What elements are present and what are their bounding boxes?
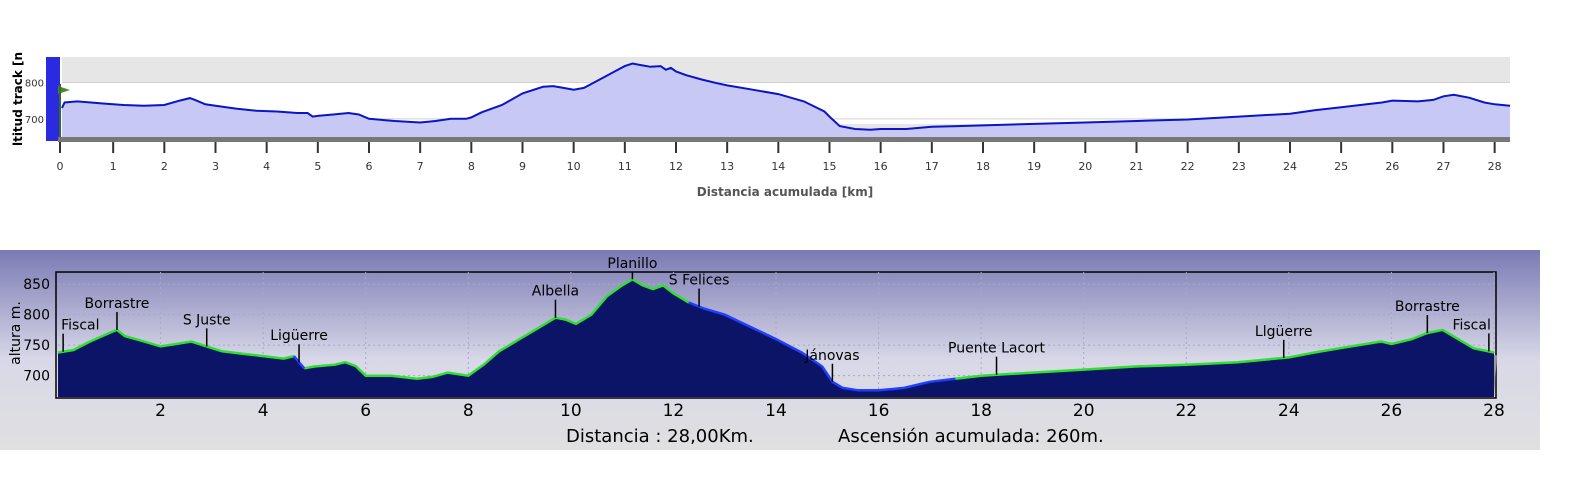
top-x-tick-label: 23	[1232, 160, 1246, 173]
top-y-axis-label: ltitud track [n	[11, 52, 25, 146]
top-x-tick-label: 24	[1283, 160, 1297, 173]
top-x-tick-label: 25	[1334, 160, 1348, 173]
top-x-tick-label: 4	[263, 160, 270, 173]
top-x-tick-label: 1	[110, 160, 117, 173]
place-label: Jánovas	[804, 348, 859, 364]
top-x-tick-label: 27	[1436, 160, 1450, 173]
top-x-tick-label: 5	[314, 160, 321, 173]
bottom-x-tick-label: 14	[765, 401, 787, 421]
bottom-y-tick-label: 850	[23, 277, 50, 293]
place-label: Planillo	[607, 256, 657, 272]
place-label: Borrastre	[85, 296, 150, 312]
place-label: Fiscal	[61, 318, 99, 334]
top-x-tick-label: 26	[1385, 160, 1399, 173]
footer-distance: Distancia : 28,00Km.	[566, 426, 754, 447]
top-x-tick-label: 13	[720, 160, 734, 173]
bottom-x-tick-label: 26	[1381, 401, 1403, 421]
place-label: Borrastre	[1395, 299, 1460, 315]
place-label: Llgüerre	[1255, 324, 1313, 340]
bottom-x-tick-label: 8	[463, 401, 474, 421]
top-elevation-area	[62, 63, 1510, 137]
bottom-place-labels: Fiscal Borrastre S Juste Ligüerre Albella Pla…	[61, 256, 1491, 382]
top-x-tick-label: 22	[1181, 160, 1195, 173]
top-x-tick-label: 9	[519, 160, 526, 173]
top-y-ticks: 700 800	[25, 78, 44, 125]
bottom-x-tick-label: 6	[360, 401, 371, 421]
top-x-tick-label: 2	[161, 160, 168, 173]
bottom-y-tick-label: 700	[23, 369, 50, 385]
top-x-tick-label: 18	[976, 160, 990, 173]
bottom-y-tick-label: 750	[23, 338, 50, 354]
bottom-profile-chart: Fiscal Borrastre S Juste Ligüerre Albella Pla…	[0, 250, 1540, 450]
top-x-tick-label: 19	[1027, 160, 1041, 173]
top-band-upper	[62, 57, 1510, 83]
bottom-x-tick-label: 10	[560, 401, 582, 421]
footer-ascent: Ascensión acumulada: 260m.	[838, 426, 1104, 447]
top-x-tick-label: 0	[57, 160, 64, 173]
bottom-x-tick-label: 18	[970, 401, 992, 421]
top-x-tick-label: 20	[1078, 160, 1092, 173]
top-x-tick-label: 16	[874, 160, 888, 173]
top-y-tick-label: 700	[25, 115, 44, 126]
bottom-y-axis-label: altura m.	[8, 301, 24, 365]
top-x-tick-label: 28	[1488, 160, 1502, 173]
bottom-x-tick-label: 2	[155, 401, 166, 421]
bottom-x-ticks: 2 4 6 8 10 12 14 16 18 20 22 24 26 28	[155, 401, 1505, 421]
place-label: S Felices	[669, 273, 730, 289]
top-x-tick-label: 17	[925, 160, 939, 173]
place-label: Ligüerre	[270, 328, 328, 344]
top-x-tick-label: 11	[618, 160, 632, 173]
place-label: S Juste	[183, 312, 231, 328]
bottom-x-tick-label: 12	[663, 401, 685, 421]
top-x-tick-label: 14	[771, 160, 785, 173]
top-x-tick-label: 10	[567, 160, 581, 173]
top-x-tick-label: 12	[669, 160, 683, 173]
bottom-x-tick-label: 24	[1278, 401, 1300, 421]
top-x-tick-label: 3	[212, 160, 219, 173]
top-x-tick-label: 21	[1129, 160, 1143, 173]
bottom-x-tick-label: 4	[258, 401, 269, 421]
bottom-x-tick-label: 20	[1073, 401, 1095, 421]
top-x-tick-label: 15	[822, 160, 836, 173]
top-x-axis-label: Distancia acumulada [km]	[697, 185, 873, 199]
top-x-ticks: 0 1 2 3 4 5 6 7 8 9 10 11 12 13 14 15 16 17 18 19 20 21 22 23 24…	[57, 142, 1502, 173]
bottom-x-tick-label: 28	[1483, 401, 1505, 421]
top-ylabel-bar	[46, 57, 60, 141]
top-x-axis	[58, 137, 1510, 142]
place-label: Puente Lacort	[948, 341, 1046, 357]
top-x-tick-label: 8	[468, 160, 475, 173]
bottom-profile-line-green	[57, 277, 1495, 380]
bottom-x-tick-label: 16	[868, 401, 890, 421]
top-x-tick-label: 6	[365, 160, 372, 173]
place-label: Albella	[532, 284, 579, 300]
bottom-y-tick-label: 800	[23, 308, 50, 324]
top-elevation-line	[61, 62, 1511, 131]
place-label: Fiscal	[1452, 317, 1490, 333]
top-y-tick-label: 800	[25, 78, 44, 89]
bottom-y-ticks: 700 750 800 850	[23, 277, 50, 384]
bottom-x-tick-label: 22	[1175, 401, 1197, 421]
top-x-tick-label: 7	[417, 160, 424, 173]
